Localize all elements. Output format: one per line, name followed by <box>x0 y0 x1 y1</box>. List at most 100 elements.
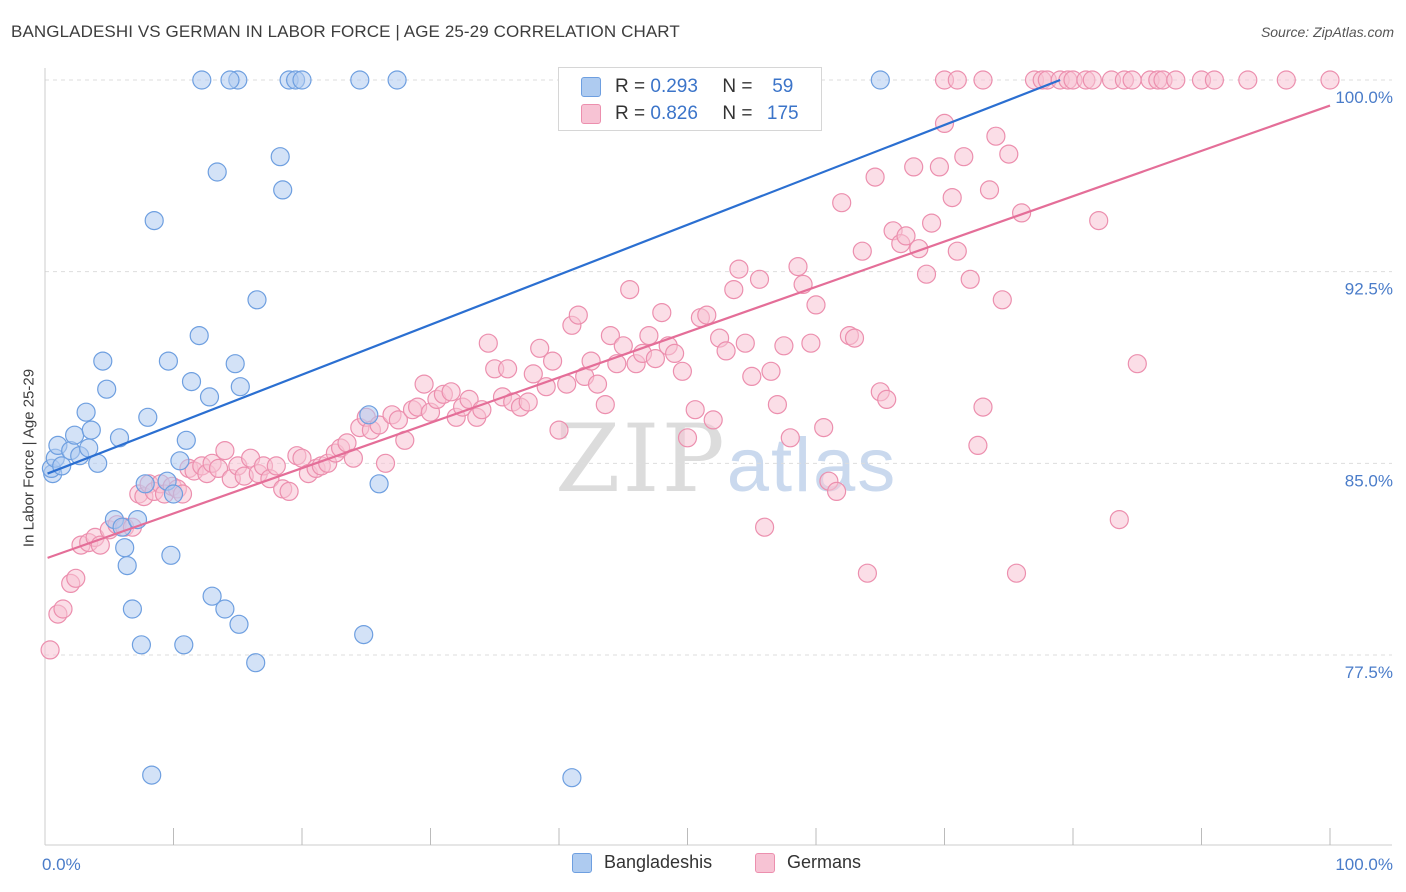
german-point <box>979 180 1000 200</box>
bangladeshi-point <box>215 599 235 619</box>
german-point <box>595 395 615 415</box>
german-point <box>877 389 897 409</box>
german-point <box>716 341 736 361</box>
german-point <box>954 147 974 167</box>
german-point <box>1082 70 1102 90</box>
german-point <box>896 226 916 246</box>
bangladeshi-point <box>64 425 85 445</box>
german-point <box>1011 203 1032 223</box>
bangladeshi-point <box>192 70 212 90</box>
legend-n-label: N = <box>722 76 753 97</box>
german-point <box>523 364 543 384</box>
bangladeshi-point <box>81 420 101 440</box>
bangladeshi-point <box>170 451 190 471</box>
bangladeshi-point <box>135 474 155 494</box>
german-point <box>536 377 556 397</box>
german-point <box>934 113 955 134</box>
german-point <box>685 400 705 420</box>
german-point <box>973 397 993 417</box>
bangladeshi-point <box>225 354 245 374</box>
german-point <box>844 328 865 348</box>
legend-n-value: 175 <box>766 103 799 124</box>
series-legend: Bangladeshis Germans <box>0 852 1406 878</box>
german-point <box>729 259 749 279</box>
german-point <box>774 336 794 356</box>
legend-r-value: 0.293 <box>650 76 698 97</box>
bangladeshi-point <box>870 70 890 90</box>
legend-item-bangladeshis[interactable]: Bangladeshis <box>572 852 712 873</box>
legend-item-germans[interactable]: Germans <box>755 852 861 873</box>
bangladeshi-point <box>247 290 267 310</box>
bangladeshi-point <box>369 474 389 494</box>
german-point <box>780 428 800 448</box>
german-point <box>947 241 967 261</box>
german-point <box>968 435 988 455</box>
german-point <box>749 269 770 289</box>
german-point <box>904 157 924 177</box>
german-point <box>788 257 808 277</box>
bangladeshi-point <box>115 538 135 558</box>
bangladeshi-point <box>189 326 209 346</box>
german-point <box>568 305 588 325</box>
bangladeshi-point <box>199 387 220 407</box>
german-point <box>672 361 693 381</box>
x-tick-label: 0.0% <box>42 855 81 874</box>
german-point <box>518 392 538 412</box>
german-point <box>1006 563 1027 583</box>
german-point <box>1166 70 1186 90</box>
german-point <box>478 333 498 353</box>
bangladeshi-point <box>207 162 227 182</box>
german-point <box>1089 211 1109 231</box>
german-point <box>66 568 86 588</box>
y-tick-label: 100.0% <box>1335 88 1393 107</box>
data-points <box>40 70 1340 788</box>
legend-swatch-pink <box>581 104 601 124</box>
legend-row-germans: R = 0.826 N = 175 <box>581 102 808 126</box>
bangladeshi-point <box>202 586 222 606</box>
german-point <box>801 333 821 353</box>
german-point <box>620 280 640 300</box>
legend-row-bangladeshis: R = 0.293 N = 59 <box>581 75 808 99</box>
german-point <box>639 326 659 346</box>
bangladeshi-point <box>220 70 240 90</box>
bangladeshi-point <box>76 402 96 422</box>
german-point <box>992 290 1012 310</box>
german-point <box>414 374 434 394</box>
german-point <box>215 441 235 461</box>
german-point <box>1122 70 1142 90</box>
bangladeshi-point <box>229 614 249 634</box>
x-tick-label: 100.0% <box>1335 855 1393 874</box>
german-point <box>279 481 299 501</box>
german-point <box>542 351 563 371</box>
bangladeshi-trend-line <box>47 78 1061 475</box>
german-point <box>973 70 993 90</box>
german-point <box>498 359 518 379</box>
bangladeshi-point <box>142 765 162 785</box>
bangladeshi-point <box>174 635 194 655</box>
german-point <box>388 410 408 430</box>
watermark-atlas: atlas <box>726 423 898 508</box>
german-point <box>865 167 885 187</box>
german-point <box>1320 70 1340 90</box>
bangladeshi-point <box>292 70 312 90</box>
german-point <box>549 420 569 440</box>
german-point <box>664 343 685 363</box>
german-point <box>1276 70 1296 90</box>
german-point <box>947 70 967 90</box>
bangladeshi-point <box>93 351 113 371</box>
bangladeshi-point <box>158 351 178 371</box>
y-tick-label: 92.5% <box>1345 280 1393 299</box>
legend-r-label: R = <box>615 103 646 124</box>
german-point <box>1109 509 1129 530</box>
german-point <box>921 213 942 233</box>
german-point <box>652 303 672 323</box>
german-point <box>53 599 73 619</box>
chart-source: Source: ZipAtlas.com <box>1260 24 1394 40</box>
german-point <box>645 349 666 369</box>
german-point <box>266 456 286 476</box>
german-point <box>1127 354 1147 374</box>
german-point <box>703 410 723 430</box>
bangladeshi-point <box>176 430 196 450</box>
bangladeshi-point <box>350 70 370 90</box>
german-point <box>40 640 60 660</box>
